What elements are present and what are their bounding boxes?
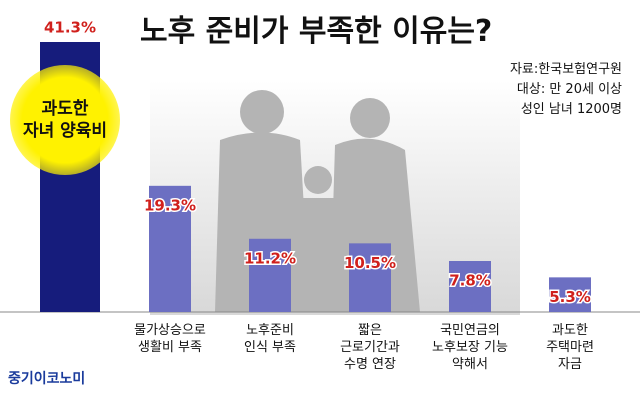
value-label: 7.8% xyxy=(449,272,491,290)
bar xyxy=(149,185,191,312)
source: 대상: 만 20세 이상 xyxy=(516,82,622,97)
source: 자료:한국보험연구원 xyxy=(509,62,622,77)
bar xyxy=(249,238,291,312)
bar xyxy=(449,261,491,312)
value-label: 5.3% xyxy=(549,288,591,306)
value-label: 11.2% xyxy=(244,249,296,267)
chart-title: 노후 준비가 부족한 이유는? xyxy=(140,14,493,49)
value-label: 19.3% xyxy=(144,196,196,214)
x-tick-label: 과도한 주택마련 자금 xyxy=(546,323,594,372)
x-tick-label: 노후준비 인식 부족 xyxy=(244,323,296,355)
x-tick-label: 짧은 근로기간과 수명 연장 xyxy=(340,323,400,372)
x-tick-label: 물가상승으로 생활비 부족 xyxy=(134,323,206,355)
value-label: 41.3% xyxy=(44,19,96,37)
footer: 중기이코노미 xyxy=(8,371,86,387)
bar xyxy=(549,277,591,312)
value-label: 10.5% xyxy=(344,254,396,272)
bar xyxy=(349,243,391,312)
source: 성인 남녀 1200명 xyxy=(520,102,622,117)
x-tick-label: 국민연금의 노후보장 기능 약해서 xyxy=(432,323,508,372)
highlight-category: 과도한 자녀 양육비 xyxy=(10,65,120,175)
